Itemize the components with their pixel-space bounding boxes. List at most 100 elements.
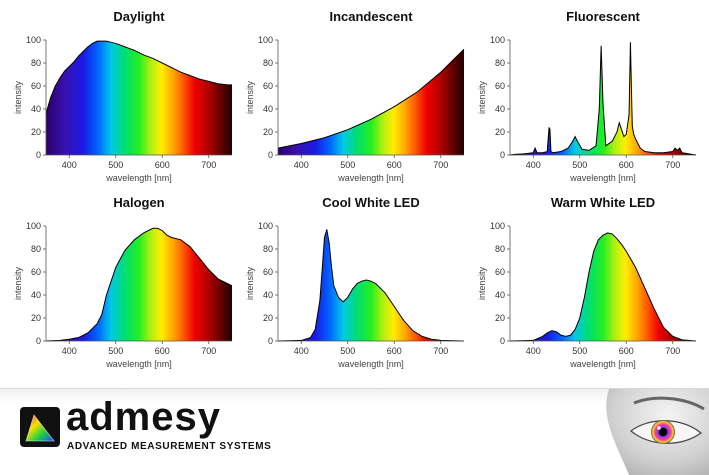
x-tick-label: 600: [619, 346, 634, 356]
chart-incandescent: Incandescent 0 20 40 60 80 100 400 500 600 700 wave…: [245, 9, 465, 183]
x-tick-label: 700: [433, 160, 448, 170]
spectrum-area: [510, 42, 696, 155]
x-tick-label: 400: [294, 346, 309, 356]
x-tick-label: 400: [526, 160, 541, 170]
x-tick-label: 500: [572, 346, 587, 356]
y-tick-label: 100: [490, 221, 505, 231]
y-tick-label: 40: [495, 104, 505, 114]
y-tick-label: 40: [263, 104, 273, 114]
y-tick-label: 100: [490, 35, 505, 45]
spectrum-area: [278, 49, 464, 156]
y-tick-label: 100: [26, 35, 41, 45]
y-tick-label: 0: [500, 150, 505, 160]
x-tick-label: 600: [155, 346, 170, 356]
x-tick-label: 400: [62, 160, 77, 170]
chart-fluorescent: Fluorescent 0 20 40 60 80 100 400 500 600 700 wavel…: [477, 9, 697, 183]
y-tick-label: 60: [31, 81, 41, 91]
y-tick-label: 20: [495, 313, 505, 323]
y-tick-label: 0: [500, 336, 505, 346]
y-tick-label: 20: [31, 313, 41, 323]
chart-title: Incandescent: [329, 9, 413, 24]
y-axis-label: intensity: [477, 266, 487, 300]
y-tick-label: 80: [263, 58, 273, 68]
x-tick-label: 700: [433, 346, 448, 356]
y-tick-label: 20: [263, 127, 273, 137]
brand-name: admesy: [66, 395, 221, 439]
x-tick-label: 700: [201, 160, 216, 170]
y-tick-label: 20: [31, 127, 41, 137]
x-axis-label: wavelength [nm]: [569, 359, 636, 369]
y-tick-label: 100: [258, 35, 273, 45]
y-tick-label: 0: [36, 150, 41, 160]
y-tick-label: 40: [263, 290, 273, 300]
x-tick-label: 500: [572, 160, 587, 170]
x-tick-label: 700: [665, 160, 680, 170]
spectrum-line: [509, 42, 697, 156]
y-tick-label: 60: [31, 267, 41, 277]
x-tick-label: 600: [387, 346, 402, 356]
x-tick-label: 400: [294, 160, 309, 170]
x-axis-label: wavelength [nm]: [337, 359, 404, 369]
spectrum-line: [509, 232, 697, 342]
x-tick-label: 500: [340, 346, 355, 356]
x-axis-label: wavelength [nm]: [337, 173, 404, 183]
y-axis-label: intensity: [13, 266, 23, 300]
x-axis-label: wavelength [nm]: [105, 173, 172, 183]
x-tick-label: 500: [340, 160, 355, 170]
chart-cool-white-led: Cool White LED 0 20 40 60 80 100 400 500 600 700 wa…: [245, 195, 465, 369]
y-tick-label: 20: [263, 313, 273, 323]
x-tick-label: 600: [619, 160, 634, 170]
y-tick-label: 60: [495, 267, 505, 277]
x-tick-label: 400: [62, 346, 77, 356]
y-axis-label: intensity: [245, 266, 255, 300]
spectrum-area: [510, 232, 696, 341]
color-gamut-triangle-icon: [20, 407, 60, 447]
y-tick-label: 80: [263, 244, 273, 254]
eye-illustration-icon: [606, 389, 709, 475]
x-axis-label: wavelength [nm]: [105, 359, 172, 369]
y-tick-label: 20: [495, 127, 505, 137]
spectrum-line: [277, 48, 465, 149]
x-axis-label: wavelength [nm]: [569, 173, 636, 183]
y-tick-label: 60: [263, 81, 273, 91]
brand-footer: admesy ADVANCED MEASUREMENT SYSTEMS: [0, 388, 709, 475]
y-axis-label: intensity: [13, 80, 23, 114]
spectrum-area: [46, 41, 232, 155]
x-tick-label: 500: [108, 160, 123, 170]
y-tick-label: 60: [263, 267, 273, 277]
y-tick-label: 0: [36, 336, 41, 346]
chart-title: Daylight: [113, 9, 165, 24]
x-tick-label: 700: [201, 346, 216, 356]
spectrum-line: [277, 229, 465, 342]
chart-daylight: Daylight 0 20 40 60 80 100 400 500 600 700 waveleng…: [13, 9, 232, 183]
spectrum-line: [45, 227, 233, 342]
y-tick-label: 40: [31, 104, 41, 114]
y-tick-label: 80: [495, 58, 505, 68]
chart-warm-white-led: Warm White LED 0 20 40 60 80 100 400 500 600 700 wa…: [477, 195, 697, 369]
spectrum-line: [45, 40, 232, 114]
spectrum-area: [278, 229, 464, 341]
y-tick-label: 0: [268, 150, 273, 160]
y-tick-label: 40: [495, 290, 505, 300]
x-tick-label: 400: [526, 346, 541, 356]
x-tick-label: 500: [108, 346, 123, 356]
y-tick-label: 0: [268, 336, 273, 346]
spectrum-area: [46, 228, 232, 341]
brand-tagline: ADVANCED MEASUREMENT SYSTEMS: [67, 441, 272, 452]
y-tick-label: 100: [258, 221, 273, 231]
y-tick-label: 80: [31, 58, 41, 68]
chart-title: Warm White LED: [551, 195, 655, 210]
chart-title: Halogen: [113, 195, 164, 210]
x-tick-label: 700: [665, 346, 680, 356]
y-tick-label: 100: [26, 221, 41, 231]
x-tick-label: 600: [387, 160, 402, 170]
y-axis-label: intensity: [477, 80, 487, 114]
chart-title: Cool White LED: [322, 195, 420, 210]
x-tick-label: 600: [155, 160, 170, 170]
chart-halogen: Halogen 0 20 40 60 80 100 400 500 600 700 wavelengt…: [13, 195, 233, 369]
y-axis-label: intensity: [245, 80, 255, 114]
chart-title: Fluorescent: [566, 9, 640, 24]
y-tick-label: 80: [495, 244, 505, 254]
y-tick-label: 60: [495, 81, 505, 91]
